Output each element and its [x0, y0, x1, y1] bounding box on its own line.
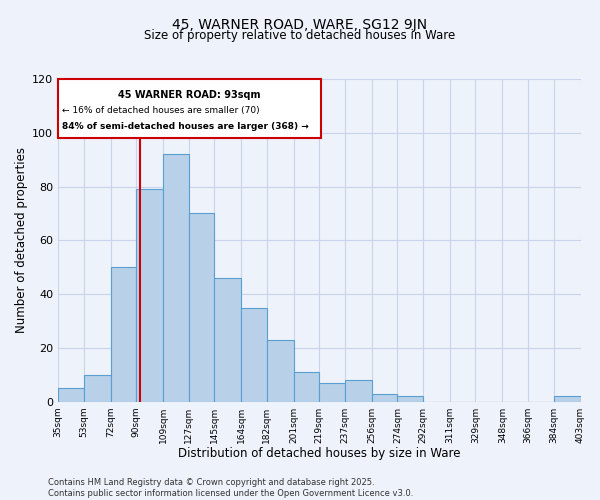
Y-axis label: Number of detached properties: Number of detached properties: [15, 148, 28, 334]
Text: 45 WARNER ROAD: 93sqm: 45 WARNER ROAD: 93sqm: [118, 90, 260, 100]
Text: ← 16% of detached houses are smaller (70): ← 16% of detached houses are smaller (70…: [62, 106, 260, 115]
Bar: [241, 308, 267, 402]
Text: Size of property relative to detached houses in Ware: Size of property relative to detached ho…: [145, 29, 455, 42]
Bar: [345, 380, 372, 402]
Bar: [294, 372, 319, 402]
Bar: [110, 267, 136, 402]
Bar: [267, 340, 294, 402]
Text: 84% of semi-detached houses are larger (368) →: 84% of semi-detached houses are larger (…: [62, 122, 309, 131]
Bar: [319, 383, 345, 402]
Bar: [136, 189, 163, 402]
Bar: [163, 154, 189, 402]
Bar: [189, 214, 214, 402]
X-axis label: Distribution of detached houses by size in Ware: Distribution of detached houses by size …: [178, 447, 461, 460]
Bar: [554, 396, 581, 402]
Bar: [84, 374, 110, 402]
Bar: [58, 79, 321, 138]
Text: Contains HM Land Registry data © Crown copyright and database right 2025.
Contai: Contains HM Land Registry data © Crown c…: [48, 478, 413, 498]
Bar: [58, 388, 84, 402]
Bar: [214, 278, 241, 402]
Text: 45, WARNER ROAD, WARE, SG12 9JN: 45, WARNER ROAD, WARE, SG12 9JN: [172, 18, 428, 32]
Bar: [397, 396, 423, 402]
Bar: [372, 394, 397, 402]
